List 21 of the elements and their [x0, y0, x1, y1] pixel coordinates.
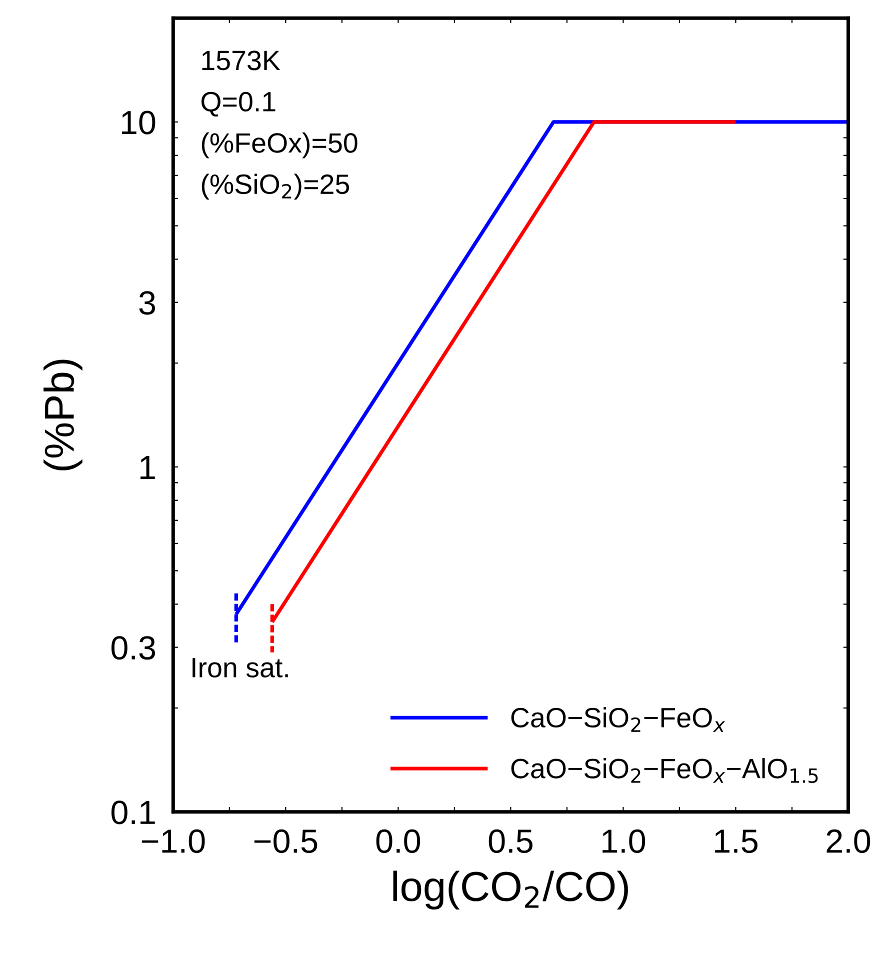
- legend-label: CaO−SiO$_{2}$−FeO$_{x}$−AlO$_{1.5}$: [511, 758, 818, 783]
- x-tick-label: 1.5: [715, 830, 758, 854]
- annotation: (%FeOx)=50: [202, 132, 358, 158]
- annotation: Iron sat.: [192, 658, 288, 678]
- x-tick-label: 2.0: [826, 829, 870, 854]
- x-tick-label: −1.0: [142, 829, 205, 854]
- annotation: (%SiO$_{2}$)=25: [202, 174, 350, 200]
- y-tick-label: 3: [139, 291, 156, 315]
- annotation: Q=0.1: [201, 92, 276, 117]
- y-tick-label: 10: [122, 110, 156, 134]
- y-axis-title: (%Pb): [44, 360, 82, 470]
- x-tick-label: 1.0: [602, 829, 646, 854]
- y-tick-label: 0.1: [111, 800, 155, 824]
- x-tick-label: −0.5: [254, 829, 318, 854]
- x-axis-title: log(CO$_{2}$/CO): [393, 870, 628, 910]
- y-tick-label: 0.3: [111, 636, 156, 660]
- x-tick-label: 0.0: [376, 829, 420, 854]
- legend-label: CaO−SiO$_{2}$−FeO$_{x}$: [511, 707, 726, 732]
- x-tick-label: 0.5: [488, 829, 532, 854]
- y-tick-label: 1: [140, 456, 155, 479]
- annotation: 1573K: [202, 50, 280, 70]
